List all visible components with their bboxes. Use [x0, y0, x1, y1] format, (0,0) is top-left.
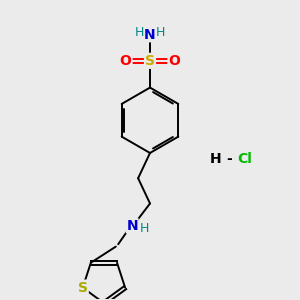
Text: N: N [144, 28, 156, 42]
Text: H: H [135, 26, 144, 39]
Text: S: S [145, 54, 155, 68]
Text: Cl: Cl [238, 152, 253, 166]
Text: H: H [210, 152, 221, 166]
Text: H: H [156, 26, 165, 39]
Text: O: O [168, 54, 180, 68]
Text: S: S [78, 281, 88, 295]
Text: -: - [226, 152, 232, 166]
Text: O: O [120, 54, 132, 68]
Text: N: N [126, 219, 138, 233]
Text: H: H [140, 222, 149, 235]
